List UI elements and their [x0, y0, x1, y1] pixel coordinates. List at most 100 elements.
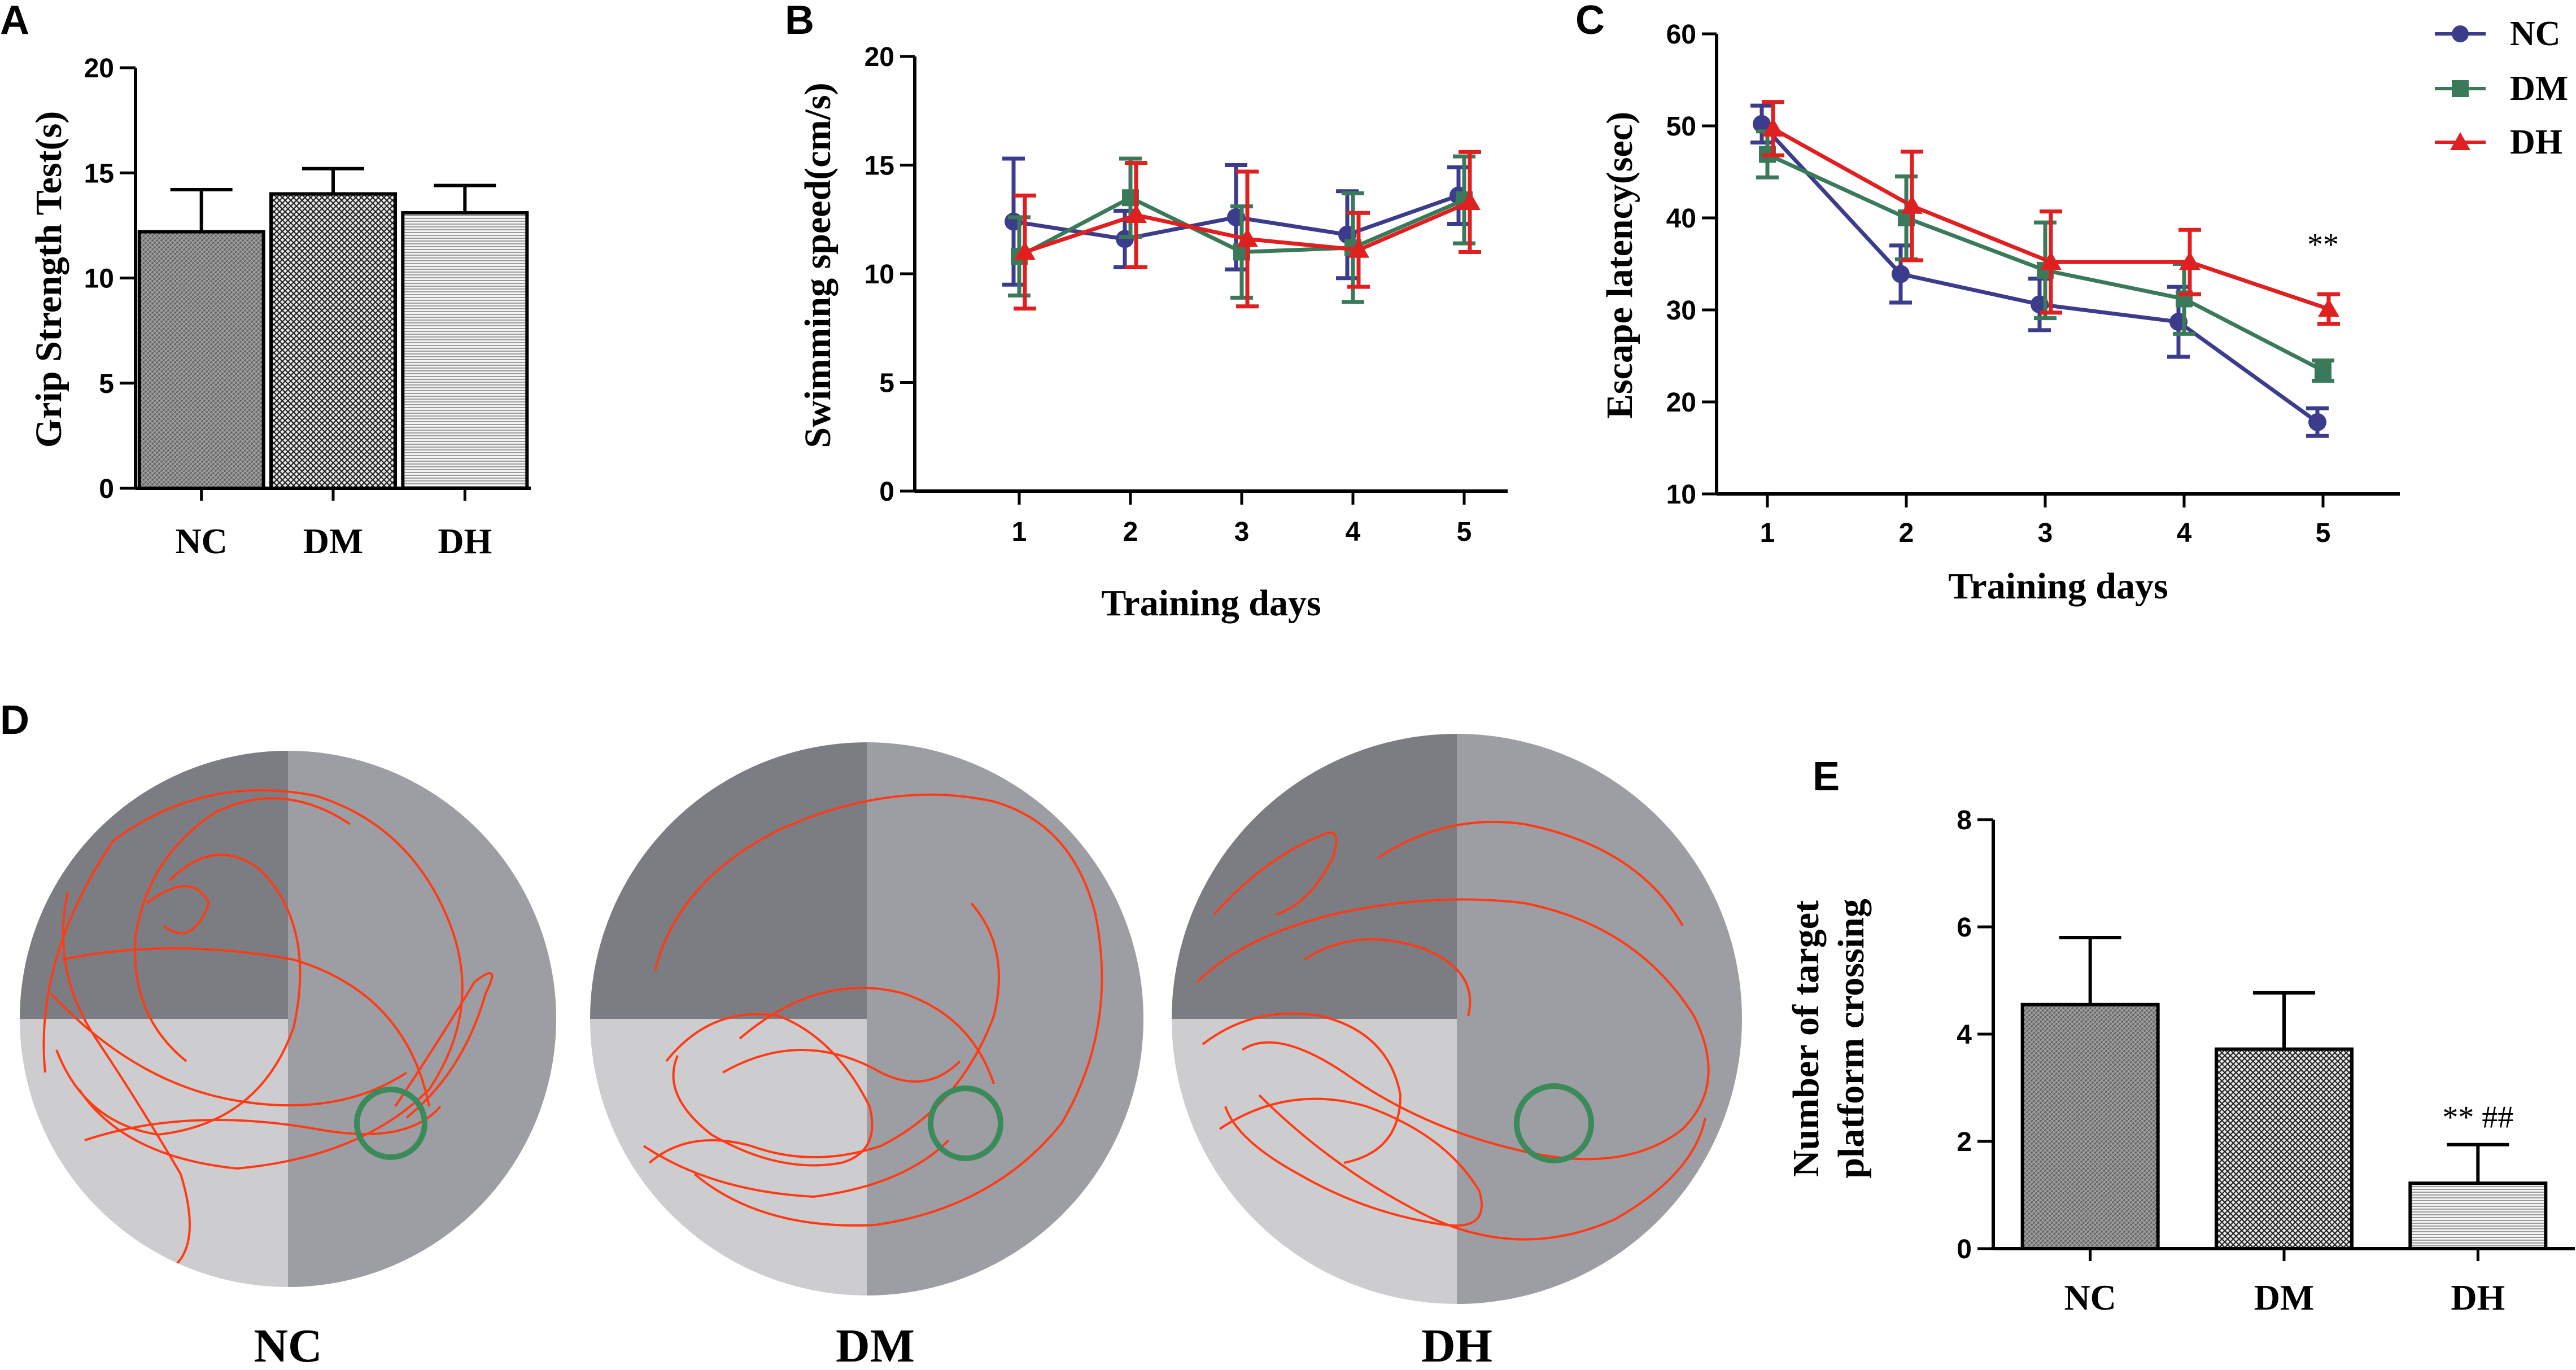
y-tick-label: 30 — [1666, 296, 1696, 326]
data-point-dm — [2315, 362, 2332, 379]
y-tick-label: 5 — [99, 369, 114, 399]
y-tick-label: 2 — [1957, 1127, 1972, 1157]
x-axis-title: Training days — [1948, 566, 2168, 607]
maze-label-dh: DH — [1421, 1320, 1492, 1370]
y-tick-label: 20 — [84, 54, 114, 84]
y-tick-label: 10 — [1666, 480, 1696, 510]
legend-item-dh: DH — [2435, 123, 2562, 161]
panel-letter-e: E — [1813, 754, 1840, 799]
y-axis-title: Escape latency(sec) — [1599, 112, 1640, 419]
maze-quadrant — [867, 1019, 1143, 1295]
maze-quadrant — [1457, 1019, 1742, 1304]
data-point-dh — [2040, 251, 2062, 270]
maze-label-nc: NC — [254, 1320, 322, 1370]
target-platform — [354, 1087, 427, 1160]
y-tick-label: 8 — [1957, 806, 1972, 835]
legend-label-nc: NC — [2510, 15, 2561, 53]
significance-annotation: ** ## — [2442, 1100, 2513, 1135]
maze-nc: NC — [20, 751, 556, 1370]
category-label-dh: DH — [2451, 1277, 2505, 1318]
legend-marker-triangle — [2450, 132, 2470, 150]
data-point-dh — [1348, 239, 1369, 258]
y-tick-label: 10 — [865, 260, 894, 290]
category-label-nc: NC — [175, 521, 227, 561]
maze-quadrant — [867, 742, 1143, 1019]
data-point-dh — [1459, 191, 1481, 210]
panel-letter-d: D — [0, 698, 29, 743]
chart-escape-latency: 10 20 30 40 50 60 1 2 3 4 5 ** Training days Escape l… — [1599, 20, 2400, 607]
x-tick-label: 4 — [1346, 517, 1361, 547]
y-tick-label: 60 — [1666, 20, 1696, 50]
y-tick-label: 40 — [1666, 204, 1696, 234]
significance-annotation: ** — [2307, 227, 2339, 262]
x-tick-label: 1 — [1012, 517, 1027, 547]
data-point-dh — [1901, 195, 1923, 214]
x-tick-label: 2 — [1123, 517, 1138, 547]
chart-swimming-speed: 0 5 10 15 20 1 2 3 4 5 Training days Swimming speed… — [797, 42, 1508, 624]
y-tick-label: 15 — [865, 151, 894, 181]
legend-item-dm: DM — [2435, 69, 2568, 108]
category-label-dh: DH — [438, 521, 492, 561]
data-point-nc — [2308, 413, 2326, 431]
y-tick-label: 0 — [879, 477, 894, 507]
category-label-dm: DM — [303, 521, 364, 561]
data-point-dh — [1762, 117, 1784, 137]
chart-platform-crossing: 0 2 4 6 8 NC DM DH ** ## Number of target platform… — [1785, 806, 2575, 1318]
bar-nc — [2020, 1003, 2160, 1250]
x-tick-label: 1 — [1760, 518, 1775, 548]
data-point-dh — [2179, 251, 2200, 270]
maze-quadrant — [1172, 1019, 1457, 1304]
y-tick-label: 6 — [1957, 913, 1972, 943]
data-point-nc — [1892, 265, 1910, 283]
y-tick-label: 20 — [1666, 388, 1696, 418]
y-axis-title: Grip Strength Test(s) — [28, 111, 69, 448]
x-tick-label: 5 — [2316, 518, 2331, 548]
chart-legend: NC DM DH — [2435, 15, 2568, 161]
maze-quadrant — [590, 1019, 867, 1295]
x-tick-label: 5 — [1457, 517, 1472, 547]
swim-path — [643, 793, 1103, 1227]
panel-letter-a: A — [0, 0, 29, 43]
data-point-dh — [2318, 298, 2339, 317]
x-tick-label: 4 — [2177, 518, 2192, 548]
y-tick-label: 20 — [865, 42, 894, 72]
legend-marker-circle — [2452, 25, 2469, 42]
maze-label-dm: DM — [836, 1320, 915, 1370]
maze-quadrant — [288, 751, 556, 1019]
bar-dh — [401, 211, 529, 490]
maze-dm: DM — [590, 742, 1143, 1370]
legend-marker-square — [2452, 80, 2469, 97]
y-axis-title: Number of target platform crossing — [1785, 899, 1872, 1179]
x-tick-label: 2 — [1899, 518, 1914, 548]
legend-label-dm: DM — [2510, 69, 2568, 108]
maze-dh: DH — [1172, 734, 1742, 1370]
data-point-dh — [1014, 241, 1036, 260]
swim-path — [1196, 821, 1710, 1241]
maze-quadrant — [590, 742, 867, 1019]
bar-nc — [137, 230, 265, 490]
panel-letter-b: B — [785, 0, 814, 43]
data-point-dh — [1237, 228, 1258, 247]
category-label-nc: NC — [2064, 1277, 2116, 1318]
y-tick-label: 15 — [84, 159, 114, 189]
legend-label-dh: DH — [2510, 123, 2562, 161]
y-tick-label: 50 — [1666, 112, 1696, 142]
bar-dm — [269, 192, 397, 490]
swim-path — [50, 797, 408, 1107]
y-tick-label: 10 — [84, 264, 114, 294]
chart-grip-strength: 0 5 10 15 20 NC DM DH Grip Strength Test(s) — [28, 54, 531, 561]
y-tick-label: 0 — [1957, 1235, 1972, 1264]
maze-quadrant — [1457, 734, 1742, 1019]
x-tick-label: 3 — [1234, 517, 1250, 547]
panel-letter-c: C — [1575, 0, 1605, 43]
target-platform — [1514, 1083, 1594, 1163]
bar-dm — [2215, 1047, 2354, 1250]
x-tick-label: 3 — [2038, 518, 2053, 548]
target-platform — [928, 1086, 1003, 1161]
maze-quadrant — [288, 1019, 556, 1287]
bar-dh — [2408, 1181, 2548, 1251]
y-tick-label: 4 — [1957, 1020, 1972, 1050]
data-point-dh — [1125, 204, 1147, 224]
swim-path — [42, 789, 494, 1271]
